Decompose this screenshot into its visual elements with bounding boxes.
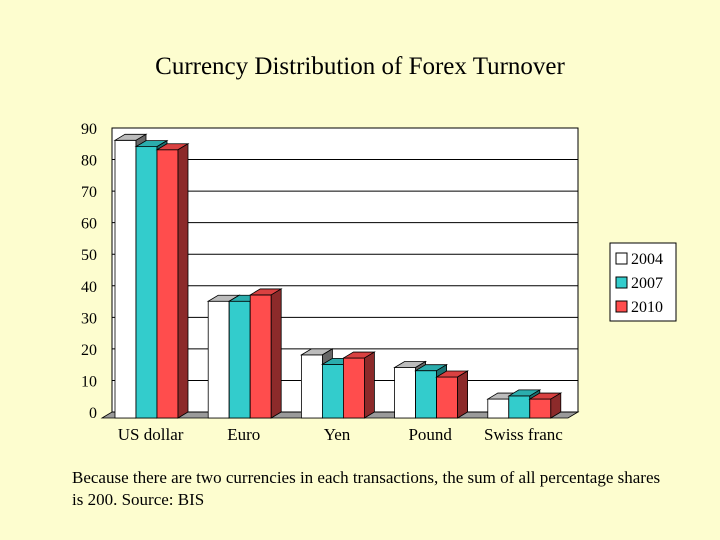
legend-label: 2004: [631, 251, 663, 268]
legend-swatch: [615, 252, 628, 265]
bar: [207, 300, 230, 419]
y-tick-label: 20: [81, 342, 97, 359]
bar: [135, 146, 158, 419]
x-tick-label: Euro: [227, 425, 260, 444]
x-tick-label: US dollar: [118, 425, 184, 444]
legend: 2004 2007 2010: [609, 242, 677, 322]
bar-side: [363, 351, 375, 419]
chart-title: Currency Distribution of Forex Turnover: [155, 53, 565, 80]
y-tick-label: 30: [81, 310, 97, 327]
legend-label: 2007: [631, 275, 663, 292]
y-axis: 0 10 20 30 40 50 60 70 80 90: [81, 121, 97, 422]
y-tick-label: 0: [89, 405, 97, 422]
bar-side: [550, 392, 562, 419]
plot-area: [100, 127, 580, 419]
y-tick-label: 80: [81, 153, 97, 170]
bar: [300, 354, 323, 419]
bar-side: [177, 143, 189, 419]
bar: [249, 294, 272, 419]
legend-label: 2010: [631, 299, 663, 316]
x-axis: US dollar Euro Yen Pound Swiss franc: [118, 425, 563, 444]
legend-swatch: [615, 300, 628, 313]
x-tick-label: Swiss franc: [484, 425, 563, 444]
bar: [415, 370, 438, 419]
bar: [228, 300, 251, 419]
bar: [321, 363, 344, 419]
y-tick-label: 70: [81, 184, 97, 201]
y-tick-label: 60: [81, 216, 97, 233]
x-tick-label: Pound: [408, 425, 452, 444]
bar: [394, 367, 417, 419]
bar: [487, 398, 510, 419]
bar-side: [270, 288, 282, 419]
bar: [529, 398, 552, 419]
y-tick-label: 40: [81, 279, 97, 296]
bar-side: [457, 370, 469, 419]
bar-chart: 0 10 20 30 40 50 60 70 80 90 US dollar Euro Yen Poun…: [81, 121, 677, 444]
bar: [436, 376, 459, 419]
bar: [508, 395, 531, 419]
bars: [113, 133, 563, 419]
bar: [114, 139, 137, 419]
y-tick-label: 50: [81, 247, 97, 264]
footnote: Because there are two currencies in each…: [72, 468, 661, 509]
y-tick-label: 10: [81, 373, 97, 390]
x-tick-label: Yen: [324, 425, 351, 444]
bar: [156, 149, 179, 419]
legend-swatch: [615, 276, 628, 289]
y-tick-label: 90: [81, 121, 97, 138]
bar: [342, 357, 365, 419]
